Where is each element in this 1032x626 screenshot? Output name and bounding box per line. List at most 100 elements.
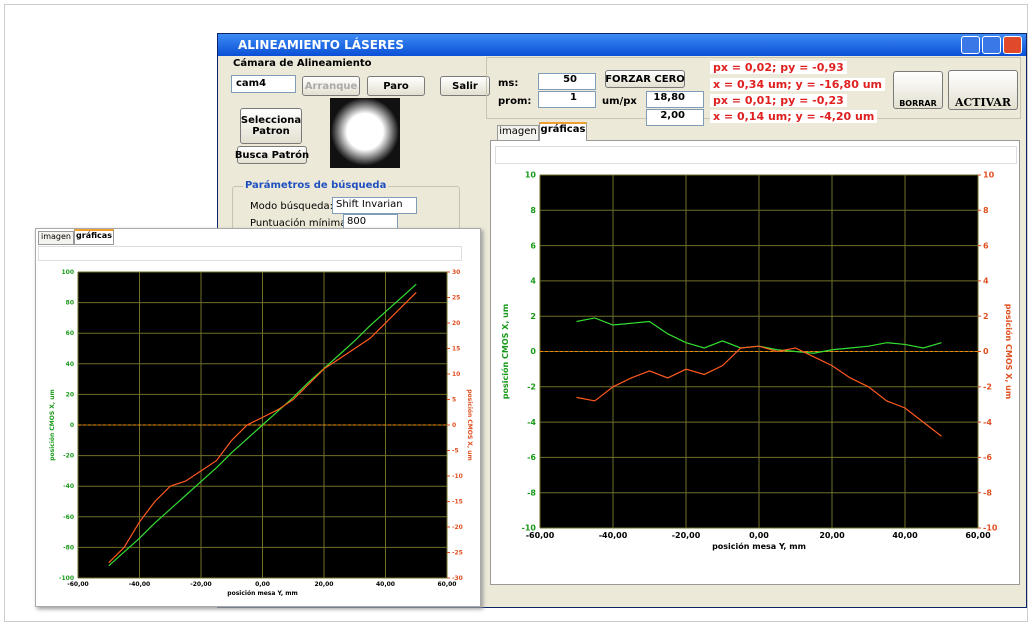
x-tick-label: 20,00 (315, 581, 334, 588)
ms-input[interactable]: 50 (538, 73, 596, 90)
maximize[interactable] (982, 36, 1001, 54)
x-axis-title: posición mesa Y, mm (712, 541, 806, 551)
select-pattern-button[interactable]: Selecciona Patron (240, 108, 302, 144)
window-title: ALINEAMIENTO LÁSERES (238, 38, 404, 52)
y-tick-label: 60 (66, 330, 74, 337)
search-pattern-button[interactable]: Busca Patrón (237, 146, 307, 164)
y2-tick-label: -10 (452, 473, 463, 480)
readout: x = 0,14 um; y = -4,20 um (710, 110, 877, 123)
y2-tick-label: 0 (452, 422, 456, 429)
y-tick-label: 0 (530, 347, 536, 356)
y2-axis-title: posición CMOS X, um (1004, 304, 1014, 399)
tab[interactable]: imagen (38, 231, 74, 245)
y2-tick-label: -4 (983, 418, 992, 427)
close[interactable] (1003, 36, 1022, 54)
y2-tick-label: -5 (452, 448, 459, 455)
y2-tick-label: -20 (452, 524, 463, 531)
y-tick-label: -60 (63, 514, 74, 521)
y2-tick-label: 5 (452, 397, 456, 404)
start-button[interactable]: Arranque (302, 76, 360, 96)
prom-label: prom: (498, 96, 531, 107)
force-zero-button[interactable]: FORZAR CERO (605, 70, 685, 88)
y-tick-label: -2 (527, 382, 536, 391)
y2-tick-label: 10 (452, 371, 460, 378)
title-bar: ALINEAMIENTO LÁSERES (218, 34, 1026, 56)
y2-tick-label: 25 (452, 295, 460, 302)
mode-combo[interactable]: Shift Invarian (332, 197, 417, 214)
y-tick-label: -4 (527, 418, 536, 427)
page: ALINEAMIENTO LÁSERES Cámara de Alineamie… (0, 0, 1032, 626)
pattern-image (330, 98, 400, 168)
y-tick-label: -20 (63, 453, 74, 460)
y-tick-label: -40 (63, 483, 74, 490)
y-tick-label: 100 (61, 269, 74, 276)
y2-tick-label: -25 (452, 550, 463, 557)
tab[interactable]: gráficas (539, 122, 587, 141)
x-tick-label: 40,00 (376, 581, 395, 588)
y2-axis-title: posición CMOS X, um (466, 389, 473, 461)
y2-tick-label: 6 (983, 241, 989, 250)
x-tick-label: 40,00 (892, 531, 918, 540)
x-tick-label: -20,00 (672, 531, 701, 540)
x-tick-label: -20,00 (190, 581, 211, 588)
y-axis-title: posición CMOS X, um (49, 389, 56, 461)
y-tick-label: -10 (522, 524, 537, 533)
x-tick-label: 20,00 (819, 531, 845, 540)
x-tick-label: 0,00 (749, 531, 769, 540)
y-tick-label: -8 (527, 488, 536, 497)
exit-button[interactable]: Salir (440, 76, 490, 96)
y2-tick-label: -6 (983, 453, 992, 462)
x-tick-label: -40,00 (129, 581, 150, 588)
x-tick-label: -60,00 (67, 581, 88, 588)
y-axis-title: posición CMOS X, um (500, 304, 510, 399)
y-tick-label: 40 (66, 361, 74, 368)
y2-tick-label: 4 (983, 277, 989, 286)
y-tick-label: 0 (70, 422, 74, 429)
y2-tick-label: -30 (452, 575, 463, 582)
stop-button[interactable]: Paro (367, 76, 425, 96)
ms-label: ms: (498, 78, 518, 89)
y-tick-label: 6 (530, 241, 536, 250)
group-label: Parámetros de búsqueda (243, 180, 388, 191)
y2-tick-label: -2 (983, 382, 992, 391)
umpx-y-input[interactable]: 2,00 (646, 109, 704, 126)
y2-tick-label: 15 (452, 346, 460, 353)
clear-button[interactable]: BORRAR (893, 71, 943, 109)
y-tick-label: -6 (527, 453, 536, 462)
umpx-label: um/px (602, 96, 637, 107)
y-tick-label: -80 (63, 544, 74, 551)
y-tick-label: 8 (530, 206, 536, 215)
x-tick-label: -40,00 (599, 531, 628, 540)
y2-tick-label: -8 (983, 488, 992, 497)
chart: -60,00 -40,00 -20,00 0,00 20,00 40,00 60,00 -10… (37, 262, 477, 604)
y2-tick-label: 8 (983, 206, 989, 215)
scale-strip (495, 146, 1017, 164)
tab[interactable]: imagen (497, 125, 539, 141)
prom-input[interactable]: 1 (538, 91, 596, 108)
x-tick-label: 60,00 (438, 581, 457, 588)
x-tick-label: 0,00 (255, 581, 270, 588)
minimize[interactable] (961, 36, 980, 54)
umpx-x-input[interactable]: 18,80 (646, 91, 704, 108)
y2-tick-label: 10 (983, 171, 995, 180)
scale-strip (38, 246, 462, 261)
y-tick-label: 4 (530, 277, 536, 286)
y2-tick-label: 20 (452, 320, 460, 327)
y-tick-label: 10 (525, 171, 537, 180)
readout: px = 0,02; py = -0,93 (710, 61, 847, 74)
tab[interactable]: gráficas (74, 229, 114, 245)
readout: px = 0,01; py = -0,23 (710, 94, 847, 107)
mode-label: Modo búsqueda: (250, 201, 333, 212)
y2-tick-label: 30 (452, 269, 460, 276)
x-axis-title: posición mesa Y, mm (227, 590, 297, 597)
y-tick-label: 2 (530, 312, 536, 321)
readout: x = 0,34 um; y = -16,80 um (710, 78, 885, 91)
y2-tick-label: 2 (983, 312, 989, 321)
y2-tick-label: 0 (983, 347, 989, 356)
activate-button[interactable]: ACTIVAR (948, 70, 1018, 110)
section-label: Cámara de Alineamiento (233, 58, 371, 69)
y-tick-label: 80 (66, 300, 74, 307)
camera-combo[interactable]: cam4 (231, 75, 296, 93)
y-tick-label: 20 (66, 391, 74, 398)
y-tick-label: -100 (59, 575, 74, 582)
